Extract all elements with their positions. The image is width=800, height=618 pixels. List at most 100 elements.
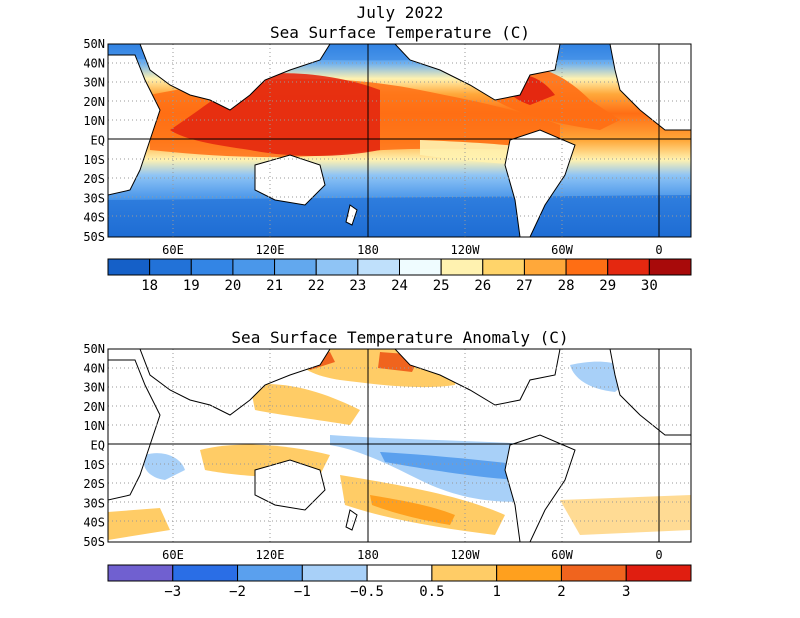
sst-lat-label: 10N (83, 114, 105, 128)
anomaly-colorbar-swatch (107, 564, 174, 582)
anomaly-lat-label: 40S (83, 516, 105, 530)
anomaly-lat-label: 10N (83, 419, 105, 433)
sst-colorbar-label: 25 (433, 278, 450, 294)
africa-east-land-b (108, 359, 161, 501)
anomaly-lat-label: 30N (83, 381, 105, 395)
sst-lat-label: 50S (83, 230, 105, 244)
sst-colorbar-label: 23 (349, 278, 366, 294)
anomaly-colorbar-label: 2 (557, 584, 565, 600)
sst-colorbar-swatch (274, 258, 317, 276)
sst-colorbar-swatch (107, 258, 151, 276)
sst-colorbar-label: 18 (141, 278, 158, 294)
anomaly-south-warm (108, 508, 170, 540)
sst-colorbar-label: 22 (308, 278, 325, 294)
sst-lon-label: 120E (256, 243, 285, 257)
north-america-land-b (394, 349, 561, 406)
anomaly-lon-label: 120E (256, 548, 285, 562)
sst-colorbar-label: 28 (558, 278, 575, 294)
anomaly-colorbar-swatch (625, 564, 692, 582)
anomaly-colorbar-label: −2 (229, 584, 246, 600)
anomaly-lat-label: 10S (83, 458, 105, 472)
anomaly-la-nina-core (380, 452, 525, 480)
sst-gridlines (108, 44, 691, 237)
sst-colorbar-swatch (565, 258, 609, 276)
anomaly-lat-labels: 50N 40N 30N 20N 10N EQ 10S 20S 30S 40S 50S (83, 342, 105, 549)
anomaly-lat-label: 20S (83, 477, 105, 491)
sst-colorbar-label: 29 (599, 278, 616, 294)
sst-colorbar-swatch (648, 258, 692, 276)
anomaly-io-cold (143, 453, 185, 480)
sst-lat-label: 20N (83, 95, 105, 109)
asia-land-b (139, 349, 331, 416)
sst-colorbar-swatch (357, 258, 401, 276)
anomaly-lat-label: 20N (83, 400, 105, 414)
south-america-land-b (504, 434, 576, 542)
anomaly-lon-label: 120W (451, 548, 481, 562)
sst-colorbar-swatch (607, 258, 650, 276)
anomaly-colorbar: −3 −2 −1 −0.5 0.5 1 2 3 (107, 564, 692, 600)
anomaly-colorbar-swatch (301, 564, 368, 582)
sst-south-cold (108, 195, 691, 237)
anomaly-colorbar-label: −1 (294, 584, 311, 600)
sst-colorbar-swatch (190, 258, 234, 276)
sst-lat-label: 40S (83, 211, 105, 225)
anomaly-colorbar-swatch (366, 564, 433, 582)
sst-lon-label: 60E (162, 243, 184, 257)
south-america-land (504, 129, 576, 237)
anomaly-colorbar-label: −0.5 (350, 584, 384, 600)
anomaly-satl-warm (560, 495, 691, 535)
anomaly-colorbar-swatch (431, 564, 498, 582)
anomaly-gridlines (108, 349, 691, 542)
sst-colorbar-label: 19 (183, 278, 200, 294)
sst-lat-labels: 50N 40N 30N 20N 10N EQ 10S 20S 30S 40S 50S (83, 37, 105, 244)
sst-colorbar: 18 19 20 21 22 23 24 25 26 27 28 29 30 (107, 258, 692, 294)
sst-lon-labels: 60E 120E 180 120W 60W 0 (162, 243, 662, 257)
anomaly-spac-warm2 (370, 495, 455, 525)
sst-panel-title: Sea Surface Temperature (C) (270, 23, 530, 42)
anomaly-colorbar-label: −3 (164, 584, 181, 600)
anomaly-lat-label: 30S (83, 496, 105, 510)
sst-lat-label: 40N (83, 56, 105, 70)
anomaly-land (108, 349, 691, 542)
anomaly-colorbar-swatch (237, 564, 303, 582)
anomaly-colorbar-label: 1 (492, 584, 500, 600)
anomaly-colorbar-swatch (496, 564, 562, 582)
anomaly-lon-label: 0 (655, 548, 662, 562)
anomaly-nwpac-warm (250, 384, 360, 425)
sst-lat-label: 30S (83, 191, 105, 205)
sst-colorbar-swatch (482, 258, 525, 276)
sst-colorbar-swatch (440, 258, 484, 276)
new-zealand-land-b (345, 509, 358, 531)
sst-lon-label: 180 (357, 243, 379, 257)
sst-colorbar-label: 20 (224, 278, 241, 294)
anomaly-lat-label: 40N (83, 361, 105, 375)
australia-land (254, 154, 326, 206)
sst-colorbar-label: 30 (641, 278, 658, 294)
sst-lon-label: 60W (551, 243, 573, 257)
sst-colorbar-label: 27 (516, 278, 533, 294)
anomaly-map-frame (107, 348, 692, 543)
sst-colorbar-swatch (523, 258, 567, 276)
sst-lat-label: EQ (91, 134, 105, 148)
sst-colorbar-label: 26 (474, 278, 491, 294)
anomaly-colorbar-label: 0.5 (419, 584, 444, 600)
sst-reference-lines (108, 44, 691, 237)
asia-land (139, 44, 331, 111)
anomaly-lat-label: EQ (91, 439, 105, 453)
anomaly-lat-label: 50S (83, 535, 105, 549)
anomaly-colorbar-label: 3 (622, 584, 630, 600)
anomaly-colorbar-swatch (560, 564, 627, 582)
sst-map-frame (107, 43, 692, 238)
anomaly-panel-title: Sea Surface Temperature Anomaly (C) (231, 328, 568, 347)
sst-colorbar-label: 21 (266, 278, 283, 294)
anomaly-lon-label: 180 (357, 548, 379, 562)
anomaly-reference-lines (108, 349, 691, 542)
sst-colorbar-swatch (232, 258, 276, 276)
africa-east-land (108, 54, 161, 196)
sst-lon-label: 0 (655, 243, 662, 257)
sst-lat-label: 30N (83, 76, 105, 90)
sst-lat-label: 10S (83, 153, 105, 167)
sst-colorbar-label: 24 (391, 278, 408, 294)
sst-lon-label: 120W (451, 243, 481, 257)
